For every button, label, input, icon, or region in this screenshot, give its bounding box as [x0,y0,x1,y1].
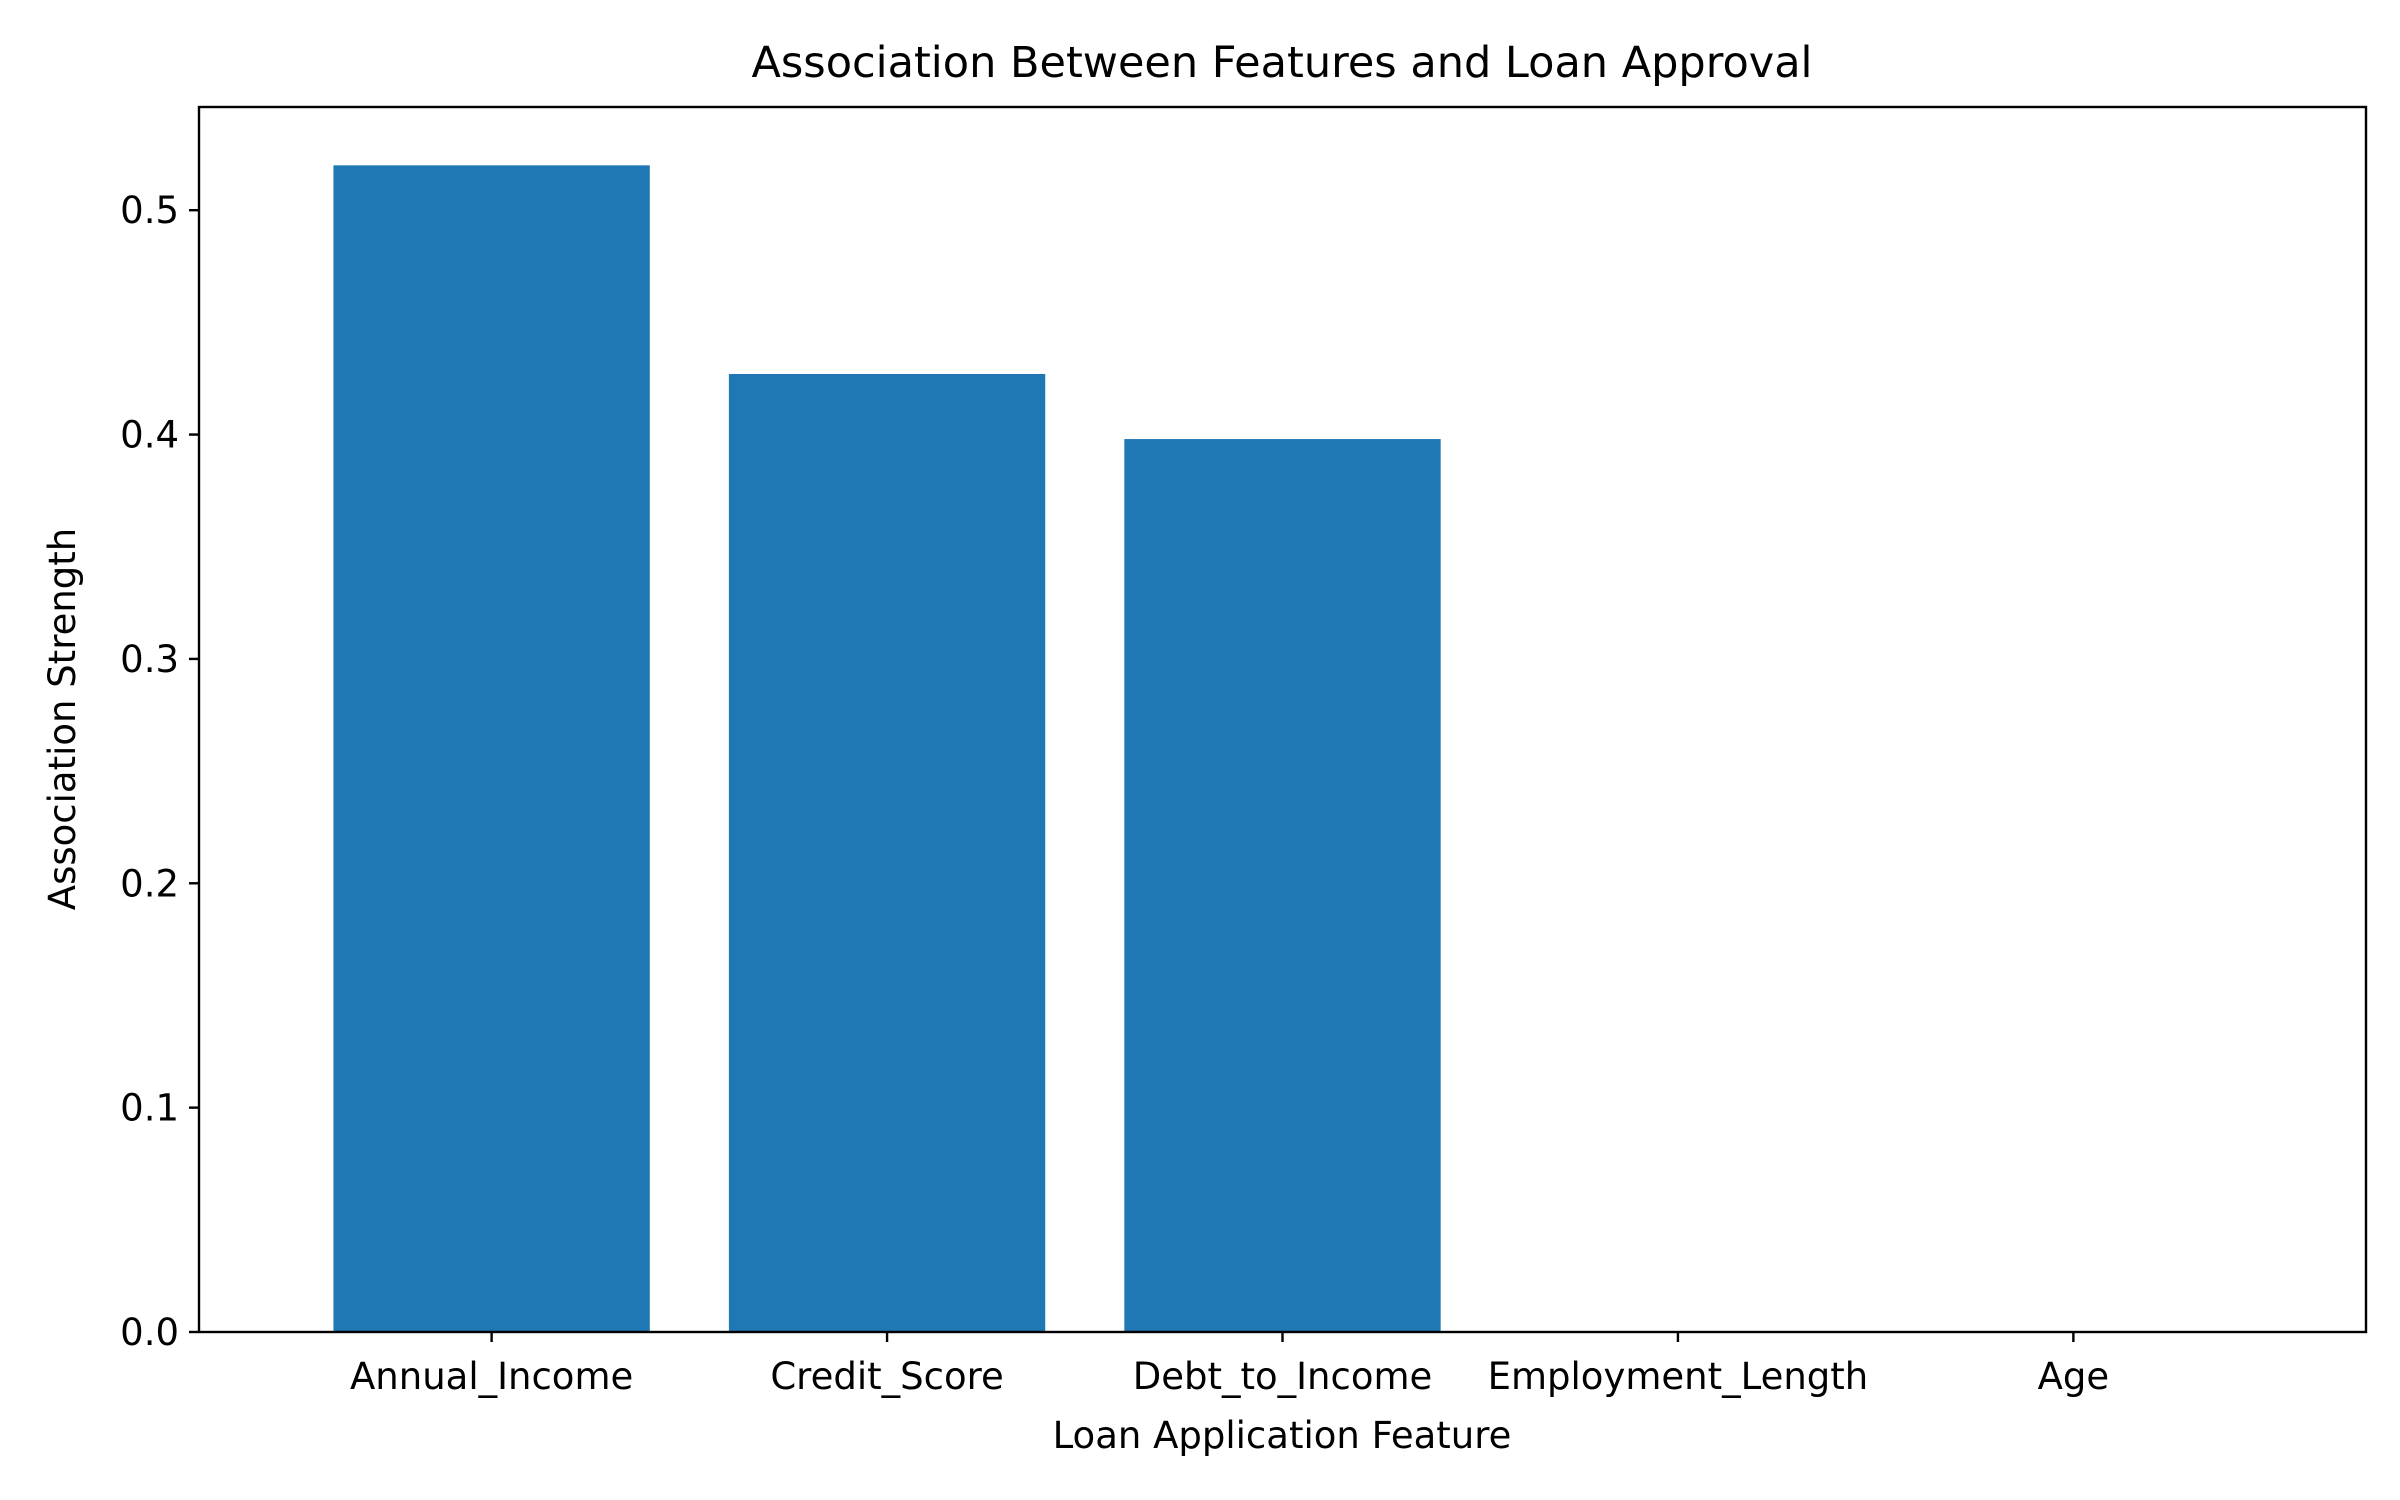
x-tick-label: Annual_Income [350,1355,633,1398]
bar-debt-to-income [1124,439,1441,1332]
y-axis-label: Association Strength [41,528,84,910]
plot-area [197,105,2368,1334]
x-tick-label: Employment_Length [1488,1355,1869,1398]
y-tick-label: 0.3 [120,638,179,681]
x-tick-label: Age [2038,1355,2110,1398]
y-tick-label: 0.4 [120,414,179,457]
x-tick-label: Credit_Score [770,1355,1003,1398]
chart-title: Association Between Features and Loan Ap… [751,38,1812,88]
bar-credit-score [728,373,1046,1332]
y-tick-label: 0.5 [120,189,179,232]
x-axis-label: Loan Application Feature [1053,1414,1512,1457]
x-axis: Annual_Income Credit_Score Debt_to_Income E… [350,1332,2109,1398]
x-tick-label: Debt_to_Income [1133,1355,1433,1398]
y-tick-label: 0.0 [120,1311,179,1354]
bar-group [333,165,1441,1332]
y-axis: 0.0 0.1 0.2 0.3 0.4 0.5 [120,189,199,1354]
bar-annual-income [333,165,650,1332]
y-tick-label: 0.2 [120,862,179,905]
y-tick-label: 0.1 [120,1087,179,1130]
